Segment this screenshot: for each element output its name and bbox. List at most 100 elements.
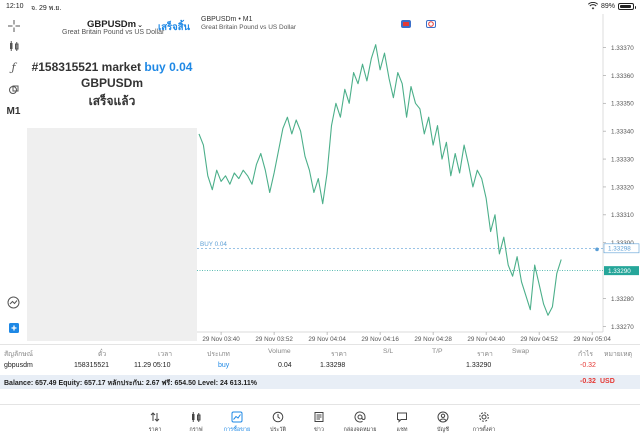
header-symbol: สัญลักษณ์ [4,351,34,358]
positions-table-header: สัญลักษณ์ ตั๋ว เวลา ประเภท Volume ราคา S… [0,344,640,359]
header-ticket: ตั๋ว [98,351,107,358]
tab-label: บัญชี [437,427,449,433]
symbol-name: GBPUSDm [87,19,137,30]
row-current-price: 1.33290 [466,362,492,369]
account-icon [423,409,463,425]
header-profit: กำไร [578,351,594,358]
timeframe-button[interactable]: M1 [6,106,21,117]
row-symbol: gbpusdm [4,362,33,369]
x-tick-label: 29 Nov 03:40 [202,336,240,343]
depth-of-market-icon[interactable] [426,20,436,28]
tab-label: การซื้อขาย [223,427,251,433]
bid-price-label: 1.33290 [608,268,631,275]
new-order-icon[interactable] [4,318,23,337]
buy-price-box [603,243,640,254]
row-time: 11.29 05:10 [134,362,171,369]
account-currency: USD [600,378,615,385]
x-tick-label: 29 Nov 04:28 [414,336,452,343]
y-tick-label: 1.33350 [611,101,634,108]
chat-icon [382,409,422,425]
battery-icon [618,2,636,10]
total-profit: -0.32 [580,378,596,385]
y-tick-label: 1.33330 [611,156,634,163]
tab-mailbox[interactable]: กล่องจดหมาย [340,409,380,434]
row-type: buy [218,362,230,369]
tab-trade[interactable]: การซื้อขาย [217,409,257,434]
bid-price-box [604,266,639,276]
crosshair-icon[interactable] [4,16,23,35]
y-tick-label: 1.33310 [611,212,634,219]
order-volume: 0.04 [169,60,193,74]
objects-icon[interactable] [4,80,23,99]
y-tick-label: 1.33280 [611,296,634,303]
x-tick-label: 29 Nov 03:52 [255,336,293,343]
tab-label: กราฟ [189,427,203,433]
order-symbol: GBPUSDm [80,76,143,90]
header-open-price: ราคา [331,351,347,358]
tab-quotes[interactable]: ราคา [135,409,175,434]
x-tick-label: 29 Nov 04:40 [467,336,505,343]
buy-order-label: BUY 0.04 [200,241,227,248]
tab-history[interactable]: ประวัติ [258,409,298,434]
symbol-description: Great Britain Pound vs US Dollar [62,29,165,36]
battery-percent: 89% [600,2,615,10]
tab-label: ข่าว [314,427,324,433]
header-price: ราคา [477,351,493,358]
tab-news[interactable]: ข่าว [299,409,339,434]
y-tick-label: 1.33360 [611,73,634,80]
tab-label: กล่องจดหมาย [343,427,377,433]
bottom-tab-bar: ราคา กราฟ การซื้อขาย ประวัติ ข่าว กล่องจ… [0,404,640,448]
signal-icon[interactable] [4,293,23,312]
status-right: 89% [587,2,636,10]
header-type: ประเภท [207,351,230,358]
chart-tools: ƒ M1 [0,14,27,344]
price-series-line [198,44,562,316]
order-result-panel: GBPUSDm⌄ เสร็จสิ้น Great Britain Pound v… [27,14,197,128]
done-button[interactable]: เสร็จสิ้น [158,22,191,33]
tab-label: ประวัติ [269,427,287,433]
position-row[interactable]: gbpusdm 158315521 11.29 05:10 buy 0.04 1… [0,359,640,373]
news-icon [299,409,339,425]
tab-chart[interactable]: กราฟ [176,409,216,434]
y-tick-label: 1.33270 [611,324,634,331]
buy-price-label: 1.33298 [608,246,631,253]
tab-account[interactable]: บัญชี [423,409,463,434]
header-volume: Volume [268,348,291,355]
row-profit: -0.32 [580,362,596,369]
history-icon [258,409,298,425]
header-swap: Swap [512,348,530,355]
order-id: #158315521 [31,60,99,74]
tab-settings[interactable]: การตั้งค่า [464,409,504,434]
y-tick-label: 1.33320 [611,184,634,191]
tab-label: การตั้งค่า [472,427,496,433]
one-click-trading-icon[interactable] [401,20,411,28]
header-time: เวลา [158,351,173,358]
row-ticket: 158315521 [74,362,110,369]
price-chart[interactable]: 1.33370 1.33360 1.33350 1.33340 1.33330 1.333… [197,14,640,344]
balance-bar: Balance: 657.49 Equity: 657.17 หลักประกั… [0,375,640,389]
balance-summary: Balance: 657.49 Equity: 657.17 หลักประกั… [4,380,257,387]
symbol-selector[interactable]: GBPUSDm⌄ [87,19,143,30]
order-type: market [101,60,142,74]
order-summary: #158315521 market buy 0.04 [27,60,197,74]
header-comment: หมายเหตุ [604,351,632,358]
chart-subtitle: Great Britain Pound vs US Dollar [201,24,297,31]
tab-label: แชท [396,427,408,433]
wifi-icon [587,2,598,10]
y-tick-label: 1.33340 [611,129,634,136]
trade-icon [217,409,257,425]
function-icon[interactable]: ƒ [11,61,16,74]
panel-background [27,128,197,341]
status-date: จ. 29 พ.ย. [31,5,62,12]
quotes-icon [135,409,175,425]
order-status: เสร็จแล้ว [88,94,136,108]
indicators-icon[interactable] [4,36,23,55]
x-tick-label: 29 Nov 04:04 [308,336,346,343]
chart-title: GBPUSDm • M1 [201,16,253,23]
tab-chat[interactable]: แชท [382,409,422,434]
row-open-price: 1.33298 [320,362,346,369]
x-tick-label: 29 Nov 04:16 [361,336,399,343]
settings-icon [464,409,504,425]
row-volume: 0.04 [278,362,292,369]
x-tick-label: 29 Nov 05:04 [573,336,611,343]
